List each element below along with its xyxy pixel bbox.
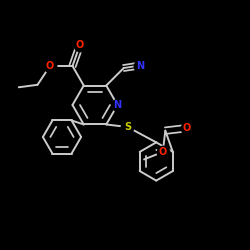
Text: O: O [159, 147, 167, 157]
Text: O: O [182, 123, 191, 133]
Text: O: O [76, 40, 84, 50]
Text: O: O [46, 61, 54, 71]
Text: N: N [136, 60, 144, 70]
Text: N: N [114, 100, 122, 110]
Text: S: S [124, 122, 131, 132]
